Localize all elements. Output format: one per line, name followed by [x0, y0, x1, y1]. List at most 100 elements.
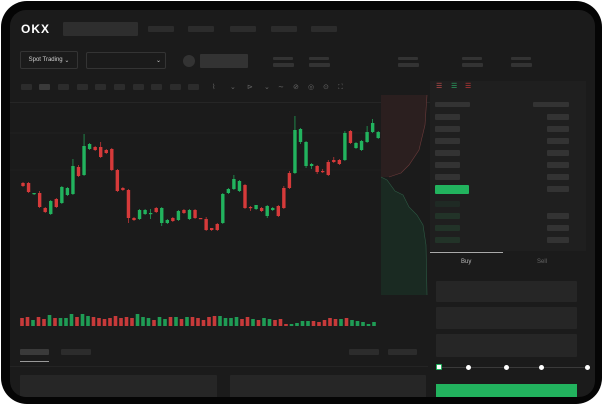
candle-body	[171, 218, 175, 221]
timeframe-button[interactable]	[77, 84, 88, 90]
volume-bar	[300, 321, 305, 326]
candle-up	[32, 193, 36, 195]
orderbook-header-amount	[533, 102, 569, 107]
timeframe-button[interactable]	[21, 84, 32, 90]
fullscreen-icon[interactable]: ⛶	[338, 84, 343, 91]
volume-bar	[256, 320, 261, 326]
ask-amount	[547, 174, 569, 180]
volume-bar	[295, 323, 299, 326]
coin-icon	[183, 55, 195, 67]
candle-down	[26, 182, 31, 193]
candle-down	[315, 165, 319, 174]
candle-body	[343, 133, 347, 160]
orderbook-both-icon[interactable]: ☰	[436, 83, 443, 90]
orderbook-buy-icon[interactable]: ☰	[451, 83, 458, 90]
ask-amount	[547, 186, 569, 192]
timeframe-button[interactable]	[58, 84, 69, 90]
candle-body	[71, 166, 75, 194]
more-button[interactable]	[388, 349, 417, 355]
candle-body	[43, 208, 47, 212]
volume-bar	[108, 318, 112, 326]
candle-down	[99, 142, 103, 158]
candle-body	[54, 199, 58, 207]
price-input[interactable]	[436, 281, 577, 302]
candle-body	[221, 194, 225, 223]
search-bar[interactable]	[63, 22, 138, 36]
timeframe-button[interactable]	[151, 84, 162, 90]
trading-mode-button[interactable]: Spot Trading ⌄	[20, 51, 78, 69]
tab-open-orders[interactable]	[20, 349, 49, 355]
divider	[10, 102, 430, 103]
settings-icon[interactable]: ⊙	[323, 84, 329, 91]
buy-submit-button[interactable]	[436, 384, 577, 397]
volume-bar	[245, 317, 250, 326]
candlestick-chart[interactable]	[10, 10, 390, 340]
stat-label	[511, 57, 531, 60]
chevron-down-icon: ⌄	[64, 57, 70, 64]
timeframe-button[interactable]	[39, 84, 50, 90]
candle-up	[304, 141, 308, 168]
stat-label	[309, 57, 329, 60]
filter-button[interactable]	[349, 349, 379, 355]
volume-bar	[119, 318, 123, 326]
timeframe-button[interactable]	[133, 84, 144, 90]
ask-price	[435, 162, 460, 168]
okx-logo[interactable]: OKX	[21, 22, 51, 36]
amount-slider[interactable]	[440, 367, 590, 368]
candle-down	[243, 184, 247, 209]
volume-bar	[207, 317, 211, 326]
nav-item[interactable]	[271, 26, 297, 32]
candle-down	[121, 187, 125, 191]
nav-item[interactable]	[230, 26, 256, 32]
ask-price	[435, 174, 460, 180]
candle-down	[182, 209, 186, 214]
orderbook-sell-icon[interactable]: ☰	[465, 83, 472, 90]
timeframe-button[interactable]	[95, 84, 106, 90]
draw-line-icon[interactable]: ⊳	[247, 84, 253, 91]
indicator-icon[interactable]: ⌇	[212, 84, 216, 91]
camera-icon[interactable]: ◎	[308, 84, 315, 91]
chevron-down-icon: ⌄	[155, 58, 161, 64]
chevron-down-icon[interactable]: ⌄	[264, 84, 270, 91]
candle-down	[337, 159, 342, 165]
timeframe-button[interactable]	[114, 84, 125, 90]
slider-step-25[interactable]	[466, 365, 471, 370]
volume-bar	[366, 324, 371, 326]
tab-buy[interactable]: Buy	[461, 259, 472, 265]
nav-item[interactable]	[188, 26, 214, 32]
bid-amount	[547, 225, 569, 231]
timeframe-button[interactable]	[170, 84, 181, 90]
candle-up	[82, 134, 86, 176]
nav-item[interactable]	[148, 26, 174, 32]
volume-bar	[69, 314, 74, 326]
pair-selector[interactable]: ⌄	[86, 52, 166, 69]
candle-body	[359, 141, 364, 150]
candle-up	[143, 209, 147, 215]
total-input[interactable]	[436, 334, 577, 357]
slider-step-75[interactable]	[539, 365, 544, 370]
slider-step-100[interactable]	[585, 365, 590, 370]
pen-icon[interactable]: ⊘	[293, 84, 299, 91]
candle-up	[221, 193, 225, 224]
slider-step-50[interactable]	[504, 365, 509, 370]
line-icon[interactable]: ∼	[278, 84, 284, 91]
candle-down	[282, 186, 286, 209]
tab-history[interactable]	[61, 349, 91, 355]
amount-input[interactable]	[436, 307, 577, 329]
candle-body	[182, 210, 186, 213]
volume-bar	[322, 320, 327, 326]
nav-item[interactable]	[311, 26, 337, 32]
slider-handle[interactable]	[436, 364, 442, 370]
volume-bar	[168, 317, 173, 326]
volume-bar	[20, 318, 24, 326]
candle-up	[309, 163, 314, 169]
candle-body	[115, 170, 120, 191]
candle-down	[126, 189, 131, 223]
timeframe-button[interactable]	[188, 84, 199, 90]
volume-bar	[152, 320, 156, 326]
candle-body	[154, 208, 158, 212]
tab-sell[interactable]: Sell	[537, 259, 548, 265]
candle-up	[298, 128, 303, 144]
chevron-down-icon[interactable]: ⌄	[230, 84, 236, 91]
candle-down	[104, 149, 108, 154]
